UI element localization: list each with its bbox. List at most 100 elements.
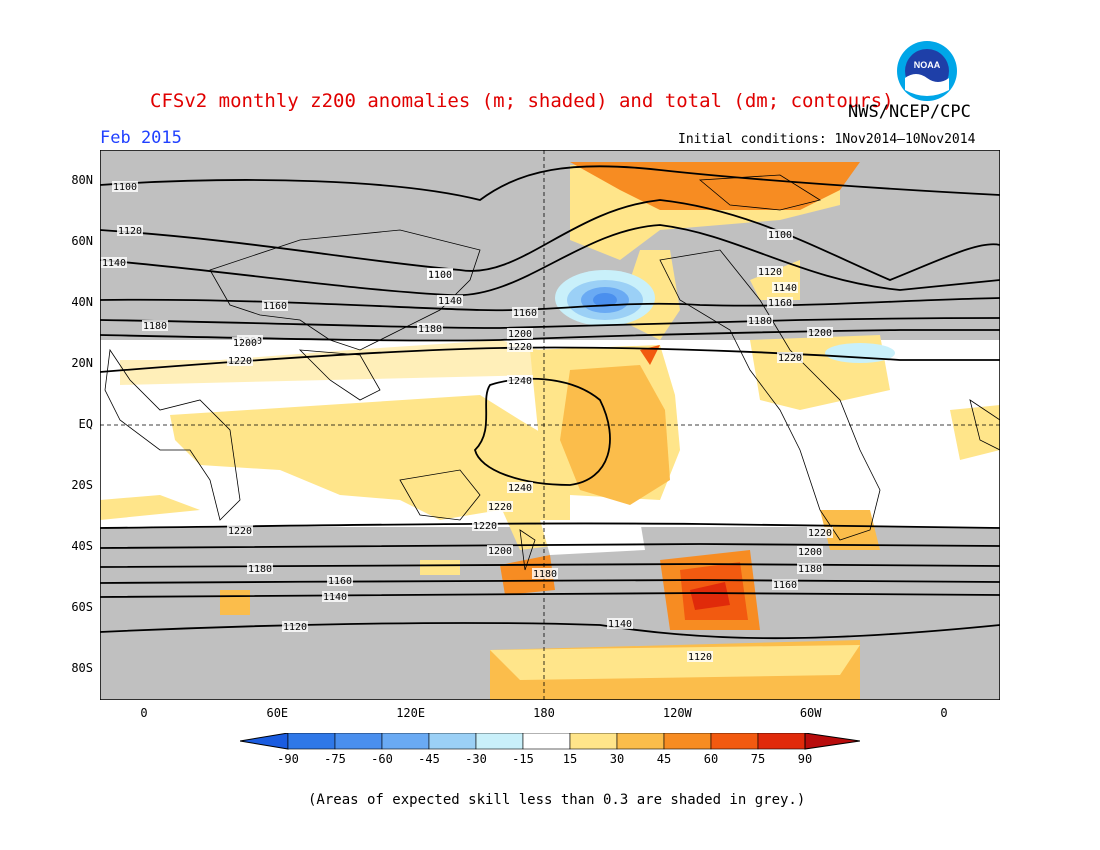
- contour-label: 1220: [473, 521, 497, 532]
- contour-label: 1220: [808, 528, 832, 539]
- colorbar-level-label: -45: [418, 752, 440, 766]
- contour-line: [100, 165, 1000, 201]
- colorbar-segment: [616, 733, 665, 750]
- contour-label: 1220: [488, 502, 512, 513]
- colorbar-level-label: 60: [703, 752, 719, 766]
- contour-line: [100, 579, 1000, 584]
- contour-line: [100, 543, 1000, 549]
- colorbar-level-label: -75: [324, 752, 346, 766]
- lon-tick-label: 60W: [799, 706, 822, 720]
- contour-label: 1140: [438, 296, 462, 307]
- lat-tick-label: 20S: [71, 478, 93, 493]
- contour-label: 1160: [513, 308, 537, 319]
- colorbar-segment: [663, 733, 712, 750]
- lat-tick-label: 40N: [71, 294, 93, 309]
- contour-label: 1120: [688, 652, 712, 663]
- coastlines: [104, 174, 1000, 571]
- contour-line: [474, 377, 611, 486]
- contour-label: 1140: [773, 283, 797, 294]
- contour-label: 1160: [768, 298, 792, 309]
- svg-text:NOAA: NOAA: [914, 60, 941, 70]
- contour-line: [100, 592, 1000, 598]
- contour-label: 1200: [798, 547, 822, 558]
- map-title: CFSv2 monthly z200 anomalies (m; shaded)…: [150, 90, 894, 112]
- colorbar-level-label: 45: [656, 752, 672, 766]
- anomaly-map: 1100112011401160118012001220124012401220…: [100, 150, 1000, 700]
- contour-label: 1140: [608, 619, 632, 630]
- lat-tick-label: 60N: [71, 233, 93, 248]
- contour-line: [100, 522, 1000, 529]
- colorbar-level-label: -15: [512, 752, 534, 766]
- contour-labels: 1100112011401160118012001220124012401220…: [101, 181, 833, 663]
- colorbar-level-label: 90: [797, 752, 813, 766]
- colorbar: [240, 733, 860, 750]
- colorbar-segment: [381, 733, 430, 750]
- agency-label: NWS/NCEP/CPC: [848, 102, 971, 122]
- colorbar-level-label: -60: [371, 752, 393, 766]
- contour-label: 1180: [143, 321, 167, 332]
- lon-tick-label: 0: [140, 706, 148, 720]
- contour-label: 1100: [428, 270, 452, 281]
- contour-label: 1120: [283, 622, 307, 633]
- anomaly-shading: [100, 162, 1000, 700]
- contour-label: 1200: [808, 328, 832, 339]
- colorbar-level-label: 15: [562, 752, 578, 766]
- contour-label: 1160: [773, 580, 797, 591]
- contour-label: 1200: [488, 546, 512, 557]
- lat-tick-label: 60S: [71, 600, 93, 615]
- contour-label: 1180: [533, 569, 557, 580]
- contour-line: [100, 622, 1000, 640]
- colorbar-level-label: -30: [465, 752, 487, 766]
- contour-label: 1100: [768, 230, 792, 241]
- colorbar-segment: [475, 733, 524, 750]
- contour-line: [100, 297, 1000, 312]
- lon-tick-label: 120W: [662, 706, 692, 720]
- lat-tick-label: 80S: [71, 661, 93, 676]
- lat-tick-label: EQ: [78, 417, 93, 431]
- contour-label: 1200: [233, 338, 257, 349]
- contour-label: 1220: [508, 342, 532, 353]
- contour-label: 1240: [508, 376, 532, 387]
- noaa-logo-icon: NOAA: [897, 41, 957, 101]
- contour-line: [100, 199, 1000, 281]
- colorbar-level-label: -90: [277, 752, 299, 766]
- skill-footnote: (Areas of expected skill less than 0.3 a…: [308, 792, 806, 808]
- contour-label: 1220: [778, 353, 802, 364]
- contour-line: [100, 563, 1000, 568]
- contour-label: 1180: [418, 324, 442, 335]
- colorbar-level-label: 30: [609, 752, 625, 766]
- colorbar-segment: [522, 733, 571, 750]
- contour-label: 1180: [248, 564, 272, 575]
- colorbar-segment: [428, 733, 477, 750]
- lon-tick-label: 60E: [266, 706, 289, 720]
- contour-label: 1140: [102, 258, 126, 269]
- lon-tick-label: 0: [940, 706, 948, 720]
- contour-label: 1240: [508, 483, 532, 494]
- lat-tick-label: 20N: [71, 355, 93, 370]
- contour-label: 1180: [748, 316, 772, 327]
- colorbar-segment: [334, 733, 383, 750]
- initial-conditions: Initial conditions: 1Nov2014—10Nov2014: [678, 132, 976, 147]
- lon-tick-label: 180: [533, 706, 555, 720]
- contour-label: 1120: [758, 267, 782, 278]
- colorbar-segment: [757, 733, 806, 750]
- colorbar-right-arrow: [804, 733, 860, 750]
- colorbar-left-arrow: [240, 733, 289, 750]
- contour-label: 1220: [228, 356, 252, 367]
- contour-label: 1220: [228, 526, 252, 537]
- colorbar-segment: [287, 733, 336, 750]
- lon-tick-label: 120E: [396, 706, 426, 720]
- contour-label: 1200: [508, 329, 532, 340]
- contour-line: [100, 224, 1000, 296]
- forecast-month: Feb 2015: [100, 128, 182, 148]
- lat-tick-label: 40S: [71, 539, 93, 554]
- contour-label: 1180: [798, 564, 822, 575]
- contour-label: 1100: [113, 182, 137, 193]
- contour-label: 1120: [118, 226, 142, 237]
- colorbar-segment: [569, 733, 618, 750]
- contour-line: [100, 317, 1000, 329]
- colorbar-level-label: 75: [750, 752, 766, 766]
- lat-tick-label: 80N: [71, 172, 93, 187]
- contour-label: 1160: [328, 576, 352, 587]
- contour-label: 1140: [323, 592, 347, 603]
